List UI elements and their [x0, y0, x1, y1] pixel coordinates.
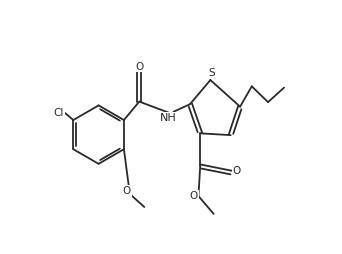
Text: S: S: [208, 68, 215, 78]
Text: Cl: Cl: [54, 108, 64, 118]
Text: NH: NH: [160, 113, 177, 123]
Text: O: O: [122, 186, 131, 196]
Text: O: O: [190, 191, 198, 201]
Text: O: O: [233, 166, 241, 177]
Text: O: O: [135, 61, 143, 72]
